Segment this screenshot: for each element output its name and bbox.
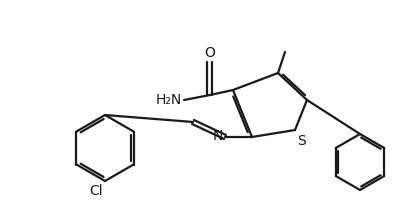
Text: Cl: Cl <box>89 184 103 198</box>
Text: H₂N: H₂N <box>155 93 182 107</box>
Text: O: O <box>204 46 215 60</box>
Text: N: N <box>212 129 223 143</box>
Text: S: S <box>296 134 305 148</box>
